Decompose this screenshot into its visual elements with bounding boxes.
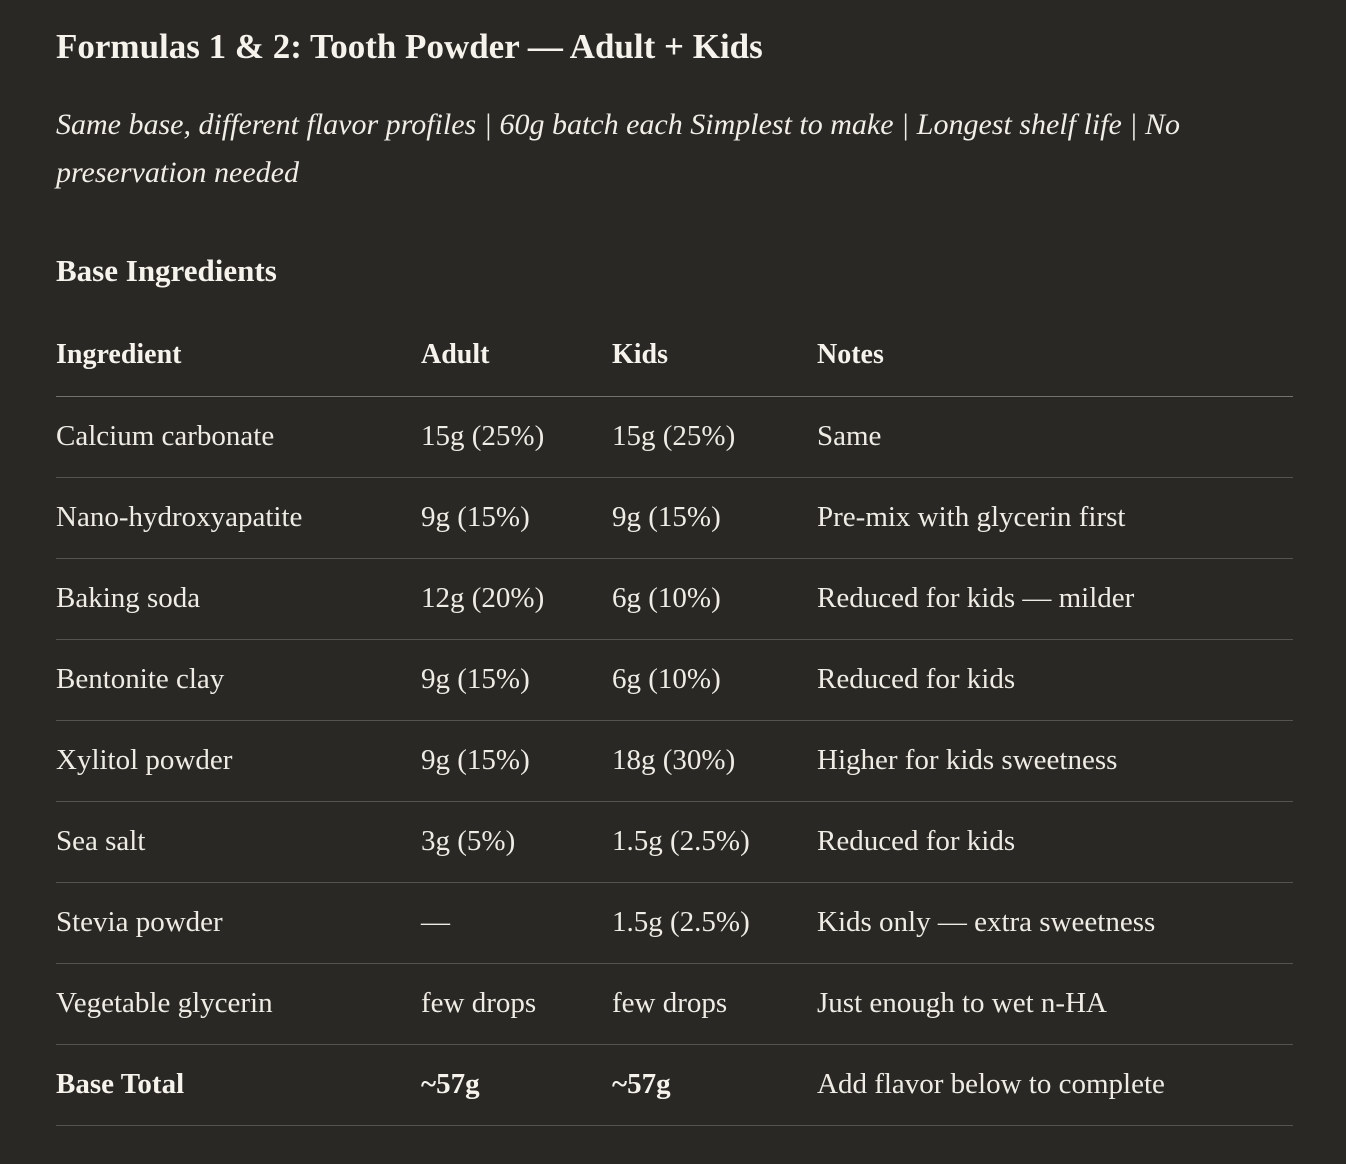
notes-cell: Reduced for kids xyxy=(817,639,1293,721)
adult-cell: few drops xyxy=(421,963,612,1045)
column-header-adult: Adult xyxy=(421,339,612,397)
table-row: Vegetable glycerin few drops few drops J… xyxy=(56,963,1293,1045)
table-row: Baking soda 12g (20%) 6g (10%) Reduced f… xyxy=(56,558,1293,640)
notes-cell: Just enough to wet n-HA xyxy=(817,963,1293,1045)
section-heading: Base Ingredients xyxy=(56,253,277,288)
ingredient-cell: Base Total xyxy=(56,1044,421,1126)
document: Formulas 1 & 2: Tooth Powder — Adult + K… xyxy=(56,27,1293,1126)
notes-cell: Reduced for kids xyxy=(817,801,1293,883)
ingredient-cell: Stevia powder xyxy=(56,882,421,964)
ingredient-cell: Baking soda xyxy=(56,558,421,640)
table-row: Base Total ~57g ~57g Add flavor below to… xyxy=(56,1044,1293,1126)
page-title: Formulas 1 & 2: Tooth Powder — Adult + K… xyxy=(56,27,763,66)
adult-cell: 12g (20%) xyxy=(421,558,612,640)
kids-cell: 15g (25%) xyxy=(612,396,817,478)
ingredient-cell: Nano-hydroxyapatite xyxy=(56,477,421,559)
ingredient-cell: Bentonite clay xyxy=(56,639,421,721)
adult-cell: ~57g xyxy=(421,1044,612,1126)
adult-cell: 15g (25%) xyxy=(421,396,612,478)
adult-cell: 9g (15%) xyxy=(421,720,612,802)
ingredient-cell: Calcium carbonate xyxy=(56,396,421,478)
kids-cell: ~57g xyxy=(612,1044,817,1126)
notes-cell: Same xyxy=(817,396,1293,478)
table-row: Calcium carbonate 15g (25%) 15g (25%) Sa… xyxy=(56,396,1293,478)
kids-cell: 6g (10%) xyxy=(612,558,817,640)
table-row: Nano-hydroxyapatite 9g (15%) 9g (15%) Pr… xyxy=(56,477,1293,559)
ingredient-cell: Xylitol powder xyxy=(56,720,421,802)
table-body: Calcium carbonate 15g (25%) 15g (25%) Sa… xyxy=(56,396,1293,1126)
notes-cell: Add flavor below to complete xyxy=(817,1044,1293,1126)
adult-cell: 9g (15%) xyxy=(421,477,612,559)
table-header-row: Ingredient Adult Kids Notes xyxy=(56,339,1293,397)
adult-cell: 9g (15%) xyxy=(421,639,612,721)
notes-cell: Higher for kids sweetness xyxy=(817,720,1293,802)
table-row: Stevia powder — 1.5g (2.5%) Kids only — … xyxy=(56,882,1293,964)
table-row: Bentonite clay 9g (15%) 6g (10%) Reduced… xyxy=(56,639,1293,721)
kids-cell: few drops xyxy=(612,963,817,1045)
kids-cell: 18g (30%) xyxy=(612,720,817,802)
table-row: Xylitol powder 9g (15%) 18g (30%) Higher… xyxy=(56,720,1293,802)
kids-cell: 1.5g (2.5%) xyxy=(612,801,817,883)
notes-cell: Kids only — extra sweetness xyxy=(817,882,1293,964)
column-header-ingredient: Ingredient xyxy=(56,339,421,397)
adult-cell: 3g (5%) xyxy=(421,801,612,883)
adult-cell: — xyxy=(421,882,612,964)
column-header-kids: Kids xyxy=(612,339,817,397)
column-header-notes: Notes xyxy=(817,339,1293,397)
kids-cell: 6g (10%) xyxy=(612,639,817,721)
ingredient-cell: Sea salt xyxy=(56,801,421,883)
base-ingredients-table: Ingredient Adult Kids Notes Calcium carb… xyxy=(56,339,1293,1126)
kids-cell: 1.5g (2.5%) xyxy=(612,882,817,964)
table-row: Sea salt 3g (5%) 1.5g (2.5%) Reduced for… xyxy=(56,801,1293,883)
notes-cell: Pre-mix with glycerin first xyxy=(817,477,1293,559)
kids-cell: 9g (15%) xyxy=(612,477,817,559)
notes-cell: Reduced for kids — milder xyxy=(817,558,1293,640)
page-subtitle: Same base, different flavor profiles | 6… xyxy=(56,108,1181,189)
ingredient-cell: Vegetable glycerin xyxy=(56,963,421,1045)
